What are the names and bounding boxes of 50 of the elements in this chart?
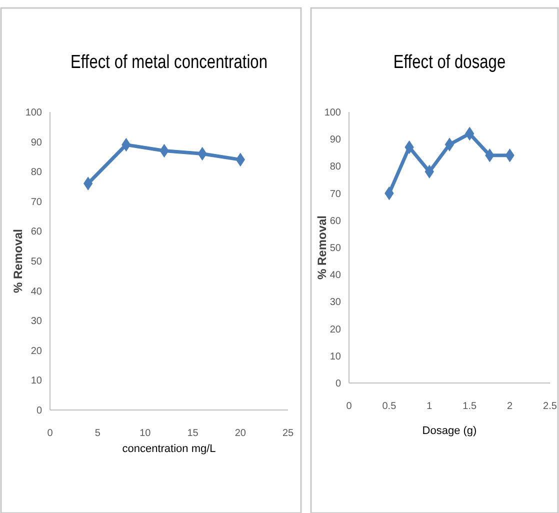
x-tick-label: 0.5 xyxy=(382,401,397,412)
y-tick-label: 40 xyxy=(30,286,42,298)
x-tick-label: 1.5 xyxy=(462,401,477,412)
y-tick-label: 10 xyxy=(330,351,342,362)
x-tick-label: 2.5 xyxy=(543,401,558,412)
y-tick-label: 90 xyxy=(30,137,42,148)
point xyxy=(198,147,207,160)
y-tick-label: 100 xyxy=(324,108,342,118)
y-tick-label: 40 xyxy=(330,270,342,282)
y-axis-title: % Removal xyxy=(315,215,329,280)
chart-title: Effect of dosage xyxy=(393,50,506,72)
y-tick-label: 100 xyxy=(25,108,42,118)
y-tick-label: 50 xyxy=(30,256,42,268)
y-tick-label: 30 xyxy=(30,316,42,328)
x-axis-title: concentration mg/L xyxy=(122,443,216,455)
point xyxy=(485,148,494,162)
y-tick-label: 90 xyxy=(330,134,342,146)
point xyxy=(160,144,169,158)
y-tick-label: 60 xyxy=(30,226,42,238)
x-axis-title: Dosage (g) xyxy=(422,425,477,437)
point xyxy=(236,153,245,166)
x-tick-label: 20 xyxy=(234,428,246,439)
y-tick-label: 70 xyxy=(330,188,342,200)
x-tick-label: 0 xyxy=(346,401,352,412)
chart-title: Effect of metal concentration xyxy=(70,50,268,72)
x-tick-label: 1 xyxy=(426,401,433,412)
y-tick-label: 70 xyxy=(30,196,42,208)
y-tick-label: 20 xyxy=(330,324,342,336)
point xyxy=(84,177,93,190)
x-tick-label: 10 xyxy=(140,428,152,439)
point xyxy=(465,127,474,140)
point xyxy=(404,140,414,154)
y-tick-label: 0 xyxy=(335,378,342,390)
y-tick-label: 50 xyxy=(330,243,342,254)
point xyxy=(424,165,434,178)
y-tick-label: 20 xyxy=(30,346,42,357)
x-tick-label: 25 xyxy=(282,428,294,439)
x-tick-label: 2 xyxy=(507,401,514,412)
x-tick-label: 5 xyxy=(94,428,101,439)
y-tick-label: 60 xyxy=(330,216,342,227)
point xyxy=(384,186,394,200)
x-tick-label: 0 xyxy=(47,428,54,439)
point xyxy=(122,138,131,152)
y-tick-label: 80 xyxy=(330,162,342,173)
y-tick-label: 10 xyxy=(30,376,42,387)
point xyxy=(505,148,514,162)
y-tick-label: 80 xyxy=(30,167,42,178)
y-tick-label: 30 xyxy=(330,297,342,308)
x-tick-label: 15 xyxy=(187,428,199,439)
y-axis-title: % Removal xyxy=(11,228,25,294)
